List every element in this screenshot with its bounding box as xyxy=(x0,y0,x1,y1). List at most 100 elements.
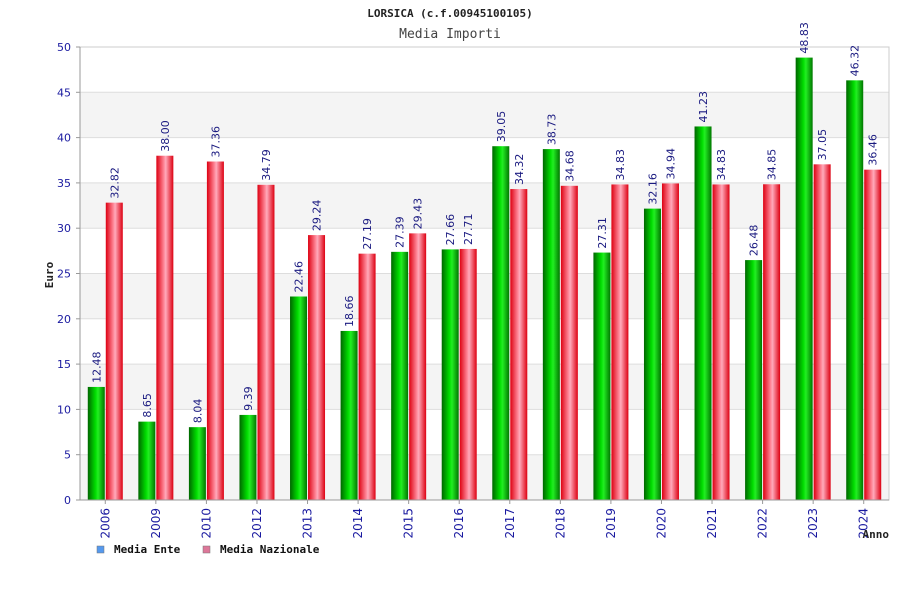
y-tick-label: 45 xyxy=(57,86,71,99)
y-axis: 0 5 10 15 20 25 30 35 40 45 50 xyxy=(57,41,81,507)
data-label: 27.39 xyxy=(394,216,407,248)
data-label: 34.94 xyxy=(664,148,677,180)
data-label: 29.24 xyxy=(311,200,324,232)
bar-media-nazionale xyxy=(510,189,528,501)
bar-media-nazionale xyxy=(763,184,781,500)
x-axis: 2006 2009 2010 2012 2013 2014 2015 2016 2017 2018… xyxy=(80,499,889,539)
bar-media-nazionale xyxy=(560,185,578,500)
bar-media-nazionale xyxy=(308,235,326,500)
data-label: 34.85 xyxy=(766,149,779,181)
bar-media-nazionale xyxy=(358,253,376,500)
data-label: 41.23 xyxy=(697,91,710,123)
data-label: 34.68 xyxy=(563,150,576,182)
bar-media-nazionale xyxy=(257,184,275,500)
x-axis-label: Anno xyxy=(863,528,890,541)
bar-media-ente xyxy=(846,80,864,501)
bars: 12.48 8.65 8.04 9.39 22.46 18.66 27.39 27.66 39.… xyxy=(87,22,882,501)
bar-media-ente xyxy=(87,386,105,500)
data-label: 34.83 xyxy=(614,149,627,181)
bar-media-ente xyxy=(593,252,611,500)
bar-media-ente xyxy=(340,330,358,500)
x-tick-label: 2023 xyxy=(806,508,820,539)
bar-media-ente xyxy=(643,208,661,500)
bar-media-nazionale xyxy=(409,233,427,500)
legend-label: Media Ente xyxy=(114,543,181,556)
data-label: 27.19 xyxy=(361,218,374,250)
x-tick-label: 2013 xyxy=(301,508,315,539)
bar-media-nazionale xyxy=(611,184,629,501)
y-tick-label: 40 xyxy=(57,132,71,145)
data-label: 8.65 xyxy=(141,393,154,418)
x-tick-label: 2006 xyxy=(98,508,112,539)
y-tick-label: 35 xyxy=(57,177,71,190)
legend-swatch xyxy=(202,545,211,554)
legend: Media Ente Media Nazionale xyxy=(96,543,320,556)
x-tick-label: 2017 xyxy=(503,508,517,539)
y-tick-label: 0 xyxy=(64,494,71,507)
x-tick-label: 2009 xyxy=(149,508,163,539)
data-label: 46.32 xyxy=(849,45,862,77)
bar-media-ente xyxy=(542,149,560,500)
x-tick-label: 2015 xyxy=(402,508,416,539)
data-label: 32.16 xyxy=(646,173,659,205)
data-label: 37.05 xyxy=(816,129,829,161)
data-label: 22.46 xyxy=(293,261,306,293)
data-label: 9.39 xyxy=(242,386,255,411)
data-label: 27.66 xyxy=(444,214,457,246)
data-label: 34.32 xyxy=(513,154,526,186)
data-label: 26.48 xyxy=(748,225,761,257)
bar-media-nazionale xyxy=(459,248,477,500)
x-tick-label: 2012 xyxy=(250,508,264,539)
bar-media-nazionale xyxy=(661,183,679,500)
data-label: 48.83 xyxy=(798,22,811,54)
data-label: 37.36 xyxy=(209,126,222,158)
y-tick-label: 5 xyxy=(64,449,71,462)
y-tick-label: 20 xyxy=(57,313,71,326)
legend-label: Media Nazionale xyxy=(220,543,320,556)
y-axis-label: Euro xyxy=(43,261,56,288)
x-tick-label: 2019 xyxy=(604,508,618,539)
bar-media-ente xyxy=(492,146,510,500)
x-tick-label: 2020 xyxy=(654,508,668,539)
bar-media-nazionale xyxy=(712,184,730,501)
data-label: 36.46 xyxy=(867,134,880,166)
bar-media-nazionale xyxy=(206,161,224,500)
data-label: 27.31 xyxy=(596,217,609,249)
bar-media-nazionale xyxy=(105,202,123,500)
data-label: 38.73 xyxy=(545,114,558,146)
bar-media-ente xyxy=(138,421,156,500)
x-tick-label: 2016 xyxy=(452,508,466,539)
bar-media-ente xyxy=(694,126,712,500)
bar-media-ente xyxy=(239,414,257,500)
x-tick-label: 2021 xyxy=(705,508,719,539)
x-tick-label: 2018 xyxy=(553,508,567,539)
data-label: 12.48 xyxy=(90,351,103,383)
x-tick-label: 2010 xyxy=(199,508,213,539)
legend-swatch xyxy=(96,545,105,554)
grid-band xyxy=(80,47,889,93)
data-label: 18.66 xyxy=(343,295,356,327)
bar-media-ente xyxy=(745,260,763,500)
bar-media-ente xyxy=(391,251,409,500)
data-label: 8.04 xyxy=(191,399,204,424)
y-tick-label: 50 xyxy=(57,41,71,54)
bar-media-ente xyxy=(188,427,206,500)
chart-subtitle: Media Importi xyxy=(399,27,501,42)
data-label: 39.05 xyxy=(495,111,508,143)
data-label: 38.00 xyxy=(159,120,172,152)
bar-media-nazionale xyxy=(813,164,831,500)
y-tick-label: 15 xyxy=(57,358,71,371)
y-tick-label: 25 xyxy=(57,268,71,281)
y-tick-label: 10 xyxy=(57,403,71,416)
bar-media-nazionale xyxy=(156,155,174,500)
chart-title: LORSICA (c.f.00945100105) xyxy=(367,7,533,20)
data-label: 34.79 xyxy=(260,149,273,181)
x-tick-label: 2014 xyxy=(351,508,365,539)
data-label: 29.43 xyxy=(412,198,425,230)
bar-media-ente xyxy=(795,57,813,501)
data-label: 32.82 xyxy=(108,167,121,199)
y-tick-label: 30 xyxy=(57,222,71,235)
grid-band xyxy=(80,92,889,138)
bar-media-ente xyxy=(290,296,308,500)
